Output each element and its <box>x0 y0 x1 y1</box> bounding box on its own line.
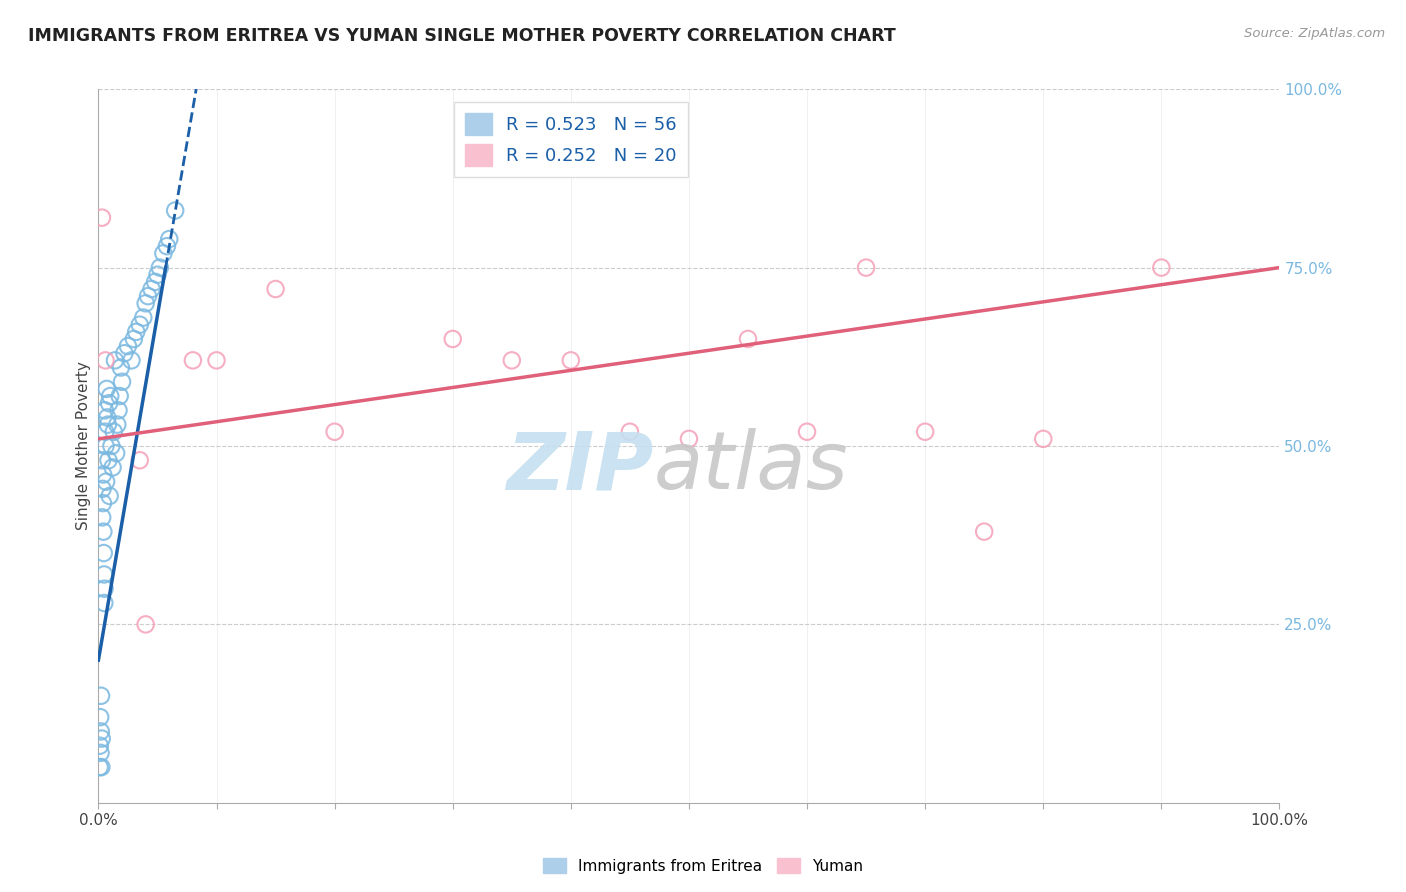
Point <box>104 353 127 368</box>
Point <box>94 353 117 368</box>
Point <box>156 239 179 253</box>
Point <box>93 596 115 610</box>
Point <box>141 282 163 296</box>
Point <box>132 310 155 325</box>
Point <box>96 382 118 396</box>
Point <box>91 482 114 496</box>
Text: ZIP: ZIP <box>506 428 654 507</box>
Point <box>90 760 112 774</box>
Point <box>560 353 582 368</box>
Point <box>96 410 118 425</box>
Point <box>89 760 111 774</box>
Point <box>1032 432 1054 446</box>
Point <box>146 268 169 282</box>
Point <box>91 510 114 524</box>
Point <box>135 617 157 632</box>
Point <box>501 353 523 368</box>
Point <box>90 724 112 739</box>
Point <box>98 396 121 410</box>
Point <box>91 467 114 482</box>
Point <box>121 353 143 368</box>
Point <box>165 203 187 218</box>
Point <box>122 332 145 346</box>
Point <box>441 332 464 346</box>
Text: Source: ZipAtlas.com: Source: ZipAtlas.com <box>1244 27 1385 40</box>
Point <box>125 325 148 339</box>
Point <box>264 282 287 296</box>
Point <box>91 211 114 225</box>
Y-axis label: Single Mother Poverty: Single Mother Poverty <box>76 361 91 531</box>
Point <box>90 689 112 703</box>
Point <box>112 346 135 360</box>
Text: IMMIGRANTS FROM ERITREA VS YUMAN SINGLE MOTHER POVERTY CORRELATION CHART: IMMIGRANTS FROM ERITREA VS YUMAN SINGLE … <box>28 27 896 45</box>
Point <box>89 710 111 724</box>
Point <box>94 475 117 489</box>
Point <box>97 453 120 467</box>
Point <box>323 425 346 439</box>
Point <box>152 246 174 260</box>
Point <box>93 524 115 539</box>
Point <box>94 439 117 453</box>
Point <box>89 739 111 753</box>
Point <box>93 582 115 596</box>
Point <box>103 425 125 439</box>
Point <box>973 524 995 539</box>
Point <box>117 339 139 353</box>
Point <box>796 425 818 439</box>
Point <box>94 425 117 439</box>
Point <box>149 260 172 275</box>
Point <box>94 403 117 417</box>
Point <box>91 453 114 467</box>
Point <box>100 439 122 453</box>
Point <box>105 417 128 432</box>
Point <box>91 496 114 510</box>
Point <box>128 318 150 332</box>
Point <box>128 453 150 467</box>
Point <box>737 332 759 346</box>
Point <box>105 446 128 460</box>
Point <box>90 746 112 760</box>
Point <box>98 489 121 503</box>
Point <box>111 375 134 389</box>
Point <box>135 296 157 310</box>
Point <box>108 389 131 403</box>
Point <box>181 353 204 368</box>
Point <box>678 432 700 446</box>
Point <box>93 546 115 560</box>
Point <box>855 260 877 275</box>
Point <box>205 353 228 368</box>
Point <box>914 425 936 439</box>
Point <box>97 417 120 432</box>
Legend: R = 0.523   N = 56, R = 0.252   N = 20: R = 0.523 N = 56, R = 0.252 N = 20 <box>454 102 688 177</box>
Legend: Immigrants from Eritrea, Yuman: Immigrants from Eritrea, Yuman <box>537 852 869 880</box>
Point <box>157 232 180 246</box>
Point <box>136 289 159 303</box>
Point <box>93 567 115 582</box>
Point <box>101 460 124 475</box>
Point <box>107 403 129 417</box>
Point <box>143 275 166 289</box>
Point <box>90 731 112 746</box>
Point <box>619 425 641 439</box>
Point <box>98 389 121 403</box>
Point <box>1150 260 1173 275</box>
Point <box>110 360 132 375</box>
Text: atlas: atlas <box>654 428 848 507</box>
